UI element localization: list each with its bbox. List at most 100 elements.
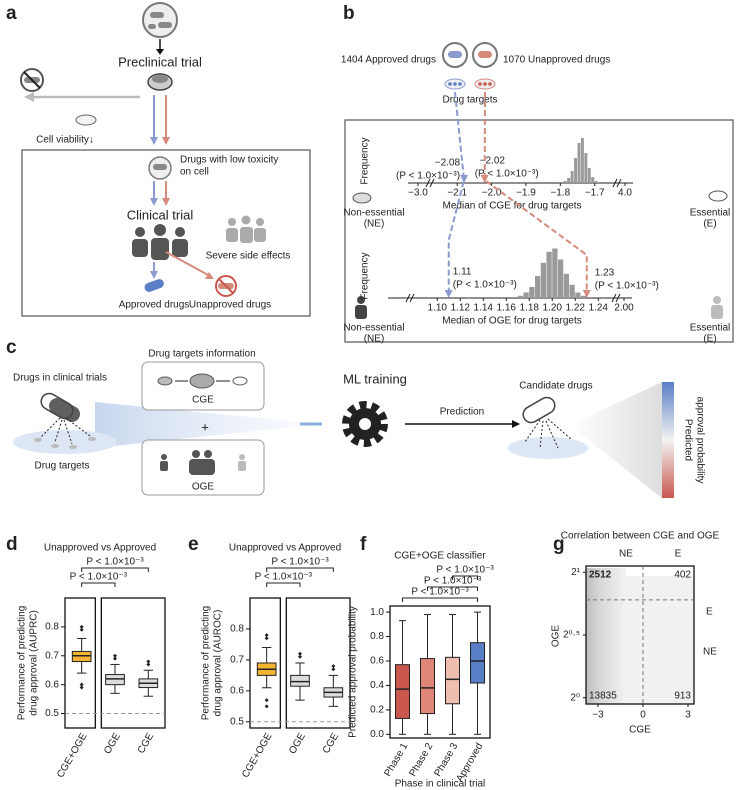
histogram-bar <box>575 292 581 298</box>
y-tick-label: 0.2 <box>370 705 384 716</box>
frame <box>64 597 96 729</box>
box <box>445 656 460 705</box>
x-tick-label: 2.00 <box>614 303 634 314</box>
marker-label: −2.02 <box>480 156 506 167</box>
panel-label: g <box>553 534 565 555</box>
x-tick-label: 4.0 <box>618 188 632 199</box>
histogram-bar <box>535 276 541 298</box>
box <box>290 674 310 687</box>
quadrant-label: NE <box>703 647 717 658</box>
chart-title: CGE+OGE classifier <box>394 551 486 562</box>
marker-label: 1.11 <box>453 267 472 278</box>
quadrant-count: 13835 <box>589 691 617 702</box>
x-tick-label: OGE <box>102 731 123 756</box>
outlier <box>264 698 269 703</box>
end-label: (E) <box>703 219 716 230</box>
x-tick-label: CGE <box>321 731 342 756</box>
histogram-bar <box>523 292 529 298</box>
group-label: Drug targets <box>442 95 497 106</box>
x-tick-label: 1.22 <box>566 303 586 314</box>
group-label: 1404 Approved drugs <box>341 55 436 66</box>
drug-path <box>447 91 466 293</box>
end-label: (NE) <box>364 334 385 345</box>
node-label: Prediction <box>440 407 484 418</box>
y-axis-label: Frequency <box>360 137 371 184</box>
chart-title: Correlation between CGE and OGE <box>561 531 720 542</box>
marker-label: (P < 1.0×10⁻³) <box>475 169 539 180</box>
marker-label: −2.08 <box>435 158 461 169</box>
outlier <box>264 636 269 641</box>
node-label: Drug targets <box>34 461 89 472</box>
frame <box>249 597 281 729</box>
node-label: CGE <box>192 395 214 406</box>
x-tick-label: −2.0 <box>482 188 502 199</box>
significance-label: P < 1.0×10⁻³ <box>271 557 329 568</box>
step-label: Approved drugs <box>119 300 190 311</box>
x-tick-label: Phase 3 <box>433 741 461 779</box>
x-tick-label: 1.10 <box>428 303 448 314</box>
x-tick-label: OGE <box>287 731 308 756</box>
arrow-head <box>582 290 591 298</box>
step-label: Severe side effects <box>206 251 291 262</box>
x-tick-label: −2.1 <box>447 188 467 199</box>
panel-label: e <box>188 534 199 555</box>
x-tick-label: 1.14 <box>474 303 494 314</box>
y-tick-label: 0.5 <box>230 716 244 727</box>
outlier <box>79 627 84 632</box>
outlier <box>146 662 151 667</box>
frame <box>389 605 491 739</box>
panel-c: Drugs in clinical trials Drug targets Dr… <box>13 349 705 498</box>
panel-label: c <box>6 337 17 358</box>
y-tick-label: 0.6 <box>230 685 244 696</box>
end-label: Non-essential <box>343 323 404 334</box>
quadrant-label: E <box>675 549 682 560</box>
x-tick-label: 0 <box>640 710 646 721</box>
end-label: Non-essential <box>343 208 404 219</box>
box <box>420 658 435 715</box>
arrow-head <box>480 175 489 183</box>
frame <box>100 597 166 729</box>
x-tick-label: −3.0 <box>408 188 428 199</box>
y-axis-label: Frequency <box>360 252 371 299</box>
histogram-bar <box>552 248 558 298</box>
outlier <box>264 704 269 709</box>
histogram-bar <box>558 259 564 298</box>
axis-break <box>405 293 621 303</box>
group-label: 1070 Unapproved drugs <box>503 55 610 66</box>
box <box>395 664 410 719</box>
histogram-bar <box>584 153 588 183</box>
outlier <box>264 633 269 638</box>
x-tick-label: 1.16 <box>497 303 517 314</box>
significance-bracket <box>402 597 478 602</box>
panel-label: b <box>343 3 355 24</box>
x-tick-label: CGE+OGE <box>240 731 275 780</box>
outlier <box>79 685 84 690</box>
y-tick-label: 2⁰ <box>570 692 580 703</box>
marker-label: (P < 1.0×10⁻³) <box>453 280 517 291</box>
arrow-head <box>460 175 469 183</box>
panel-b: 1404 Approved drugs 1070 Unapproved drug… <box>341 42 734 343</box>
step-label: Preclinical trial <box>118 54 202 69</box>
y-axis-label: Predicted approval probability <box>348 606 359 738</box>
panel-a: Preclinical trial Cell viability↓ Drugs … <box>20 2 311 317</box>
scatter-cloud <box>586 568 626 704</box>
node-label: Drugs in clinical trials <box>13 373 107 384</box>
histogram-bar <box>567 178 571 183</box>
y-tick-label: 0.6 <box>45 679 59 690</box>
outlier <box>331 664 336 669</box>
significance-label: P < 1.0×10⁻³ <box>86 557 144 568</box>
significance-label: P < 1.0×10⁻³ <box>411 587 469 598</box>
outlier <box>331 667 336 672</box>
scatter-cloud <box>626 576 694 704</box>
x-axis-label: Phase in clinical trial <box>395 779 486 790</box>
outlier <box>298 651 302 656</box>
histogram-bar <box>594 181 598 183</box>
node-label: Candidate drugs <box>519 381 592 392</box>
histogram-bar <box>570 171 574 183</box>
y-tick-label: 0.7 <box>45 650 59 661</box>
outlier <box>298 654 302 659</box>
y-axis-label: OGE <box>551 625 562 648</box>
significance-bracket <box>452 575 478 580</box>
histogram-bar <box>517 295 523 298</box>
marker-label: 1.23 <box>595 268 615 279</box>
